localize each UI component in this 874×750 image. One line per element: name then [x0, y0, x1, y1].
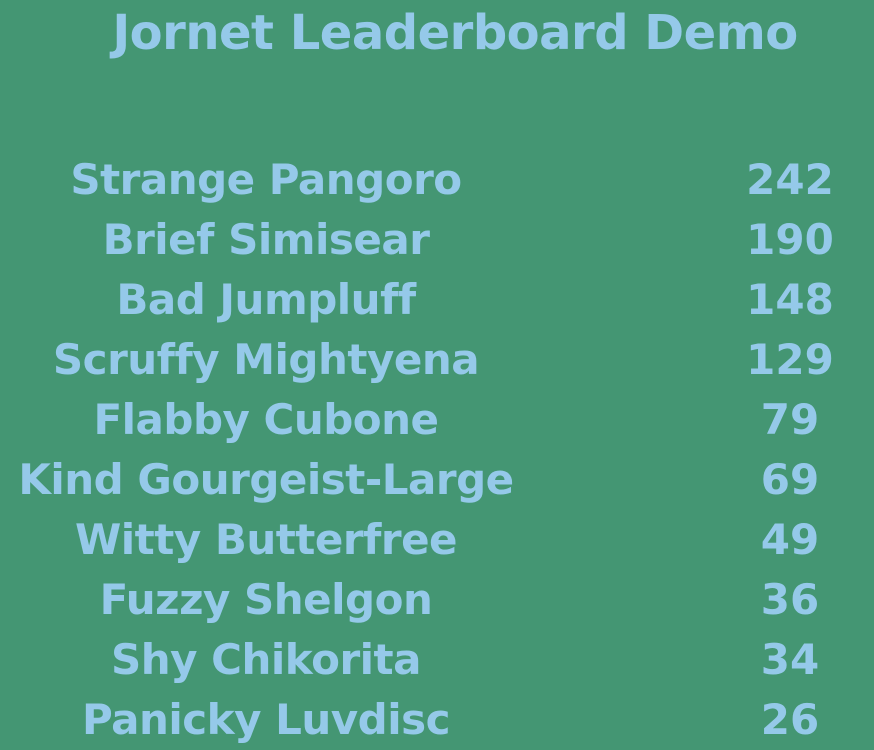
player-name: Shy Chikorita [111, 635, 421, 684]
player-score: 79 [760, 395, 820, 444]
leaderboard-row: Kind Gourgeist-Large 69 [0, 450, 874, 510]
player-name: Strange Pangoro [70, 155, 462, 204]
player-score: 49 [760, 515, 820, 564]
player-score: 148 [746, 275, 834, 324]
player-score: 34 [760, 635, 820, 684]
leaderboard-row: Shy Chikorita 34 [0, 630, 874, 690]
leaderboard-row: Flabby Cubone 79 [0, 390, 874, 450]
player-name: Fuzzy Shelgon [99, 575, 433, 624]
player-name: Flabby Cubone [93, 395, 439, 444]
player-name: Kind Gourgeist-Large [18, 455, 514, 504]
leaderboard-row: Brief Simisear 190 [0, 210, 874, 270]
leaderboard-row: Scruffy Mightyena 129 [0, 330, 874, 390]
player-score: 190 [746, 215, 834, 264]
player-name: Brief Simisear [102, 215, 430, 264]
player-score: 36 [760, 575, 820, 624]
player-score: 242 [746, 155, 834, 204]
leaderboard-list: Strange Pangoro 242 Brief Simisear 190 B… [0, 150, 874, 750]
player-name: Scruffy Mightyena [52, 335, 480, 384]
player-score: 26 [760, 695, 820, 744]
leaderboard-row: Strange Pangoro 242 [0, 150, 874, 210]
leaderboard-row: Panicky Luvdisc 26 [0, 690, 874, 750]
player-name: Witty Butterfree [74, 515, 458, 564]
leaderboard-row: Witty Butterfree 49 [0, 510, 874, 570]
player-score: 129 [746, 335, 834, 384]
player-name: Panicky Luvdisc [81, 695, 451, 744]
leaderboard-row: Bad Jumpluff 148 [0, 270, 874, 330]
page-title: Jornet Leaderboard Demo [112, 5, 798, 61]
player-name: Bad Jumpluff [116, 275, 416, 324]
player-score: 69 [760, 455, 820, 504]
leaderboard-row: Fuzzy Shelgon 36 [0, 570, 874, 630]
